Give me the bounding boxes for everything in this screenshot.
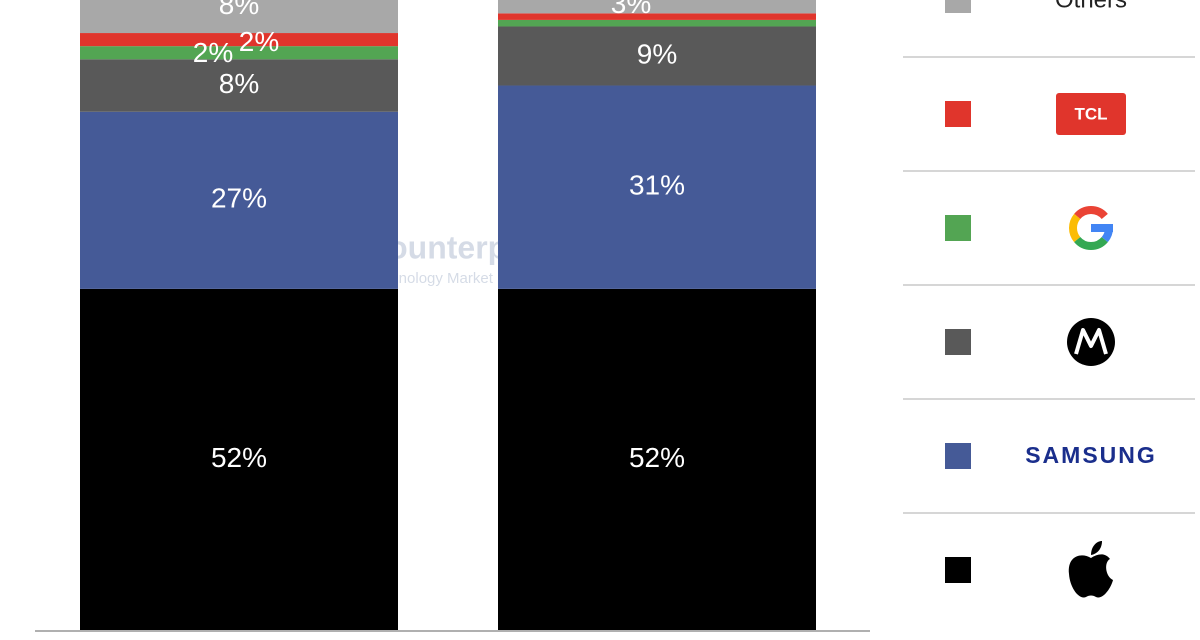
legend-swatch	[945, 215, 971, 241]
bar-segment	[80, 111, 398, 289]
data-label: 2%	[193, 37, 233, 68]
legend-swatch	[945, 101, 971, 127]
google-logo	[1069, 206, 1113, 250]
bar-segment	[498, 0, 816, 14]
data-label: 31%	[629, 170, 685, 201]
google-arc	[1074, 236, 1108, 250]
data-label: 52%	[629, 442, 685, 473]
bar-segment	[80, 0, 398, 34]
apple-leaf	[1091, 541, 1102, 555]
legend: SAMSUNG TCL Others	[903, 0, 1195, 598]
data-label: 52%	[211, 442, 267, 473]
google-arc	[1074, 206, 1108, 220]
data-label: 8%	[219, 68, 259, 99]
bar-segment	[498, 13, 816, 20]
bar-segment	[498, 85, 816, 289]
bar-segment	[80, 46, 398, 60]
tcl-logo-bg	[1056, 93, 1126, 135]
data-label: 9%	[637, 38, 677, 69]
google-arc	[1069, 213, 1081, 243]
legend-label: TCL	[1074, 104, 1107, 123]
motorola-m	[1074, 328, 1108, 355]
data-label: 2%	[239, 26, 279, 57]
legend-swatch	[945, 329, 971, 355]
bar-segment	[80, 33, 398, 47]
data-label: 27%	[211, 183, 267, 214]
bar-segment	[498, 26, 816, 86]
legend-swatch	[945, 557, 971, 583]
apple-logo	[1068, 554, 1113, 598]
bar-segment	[80, 59, 398, 112]
legend-label: Others	[1055, 0, 1127, 13]
bar-segment	[498, 19, 816, 27]
bar-segment	[498, 288, 816, 630]
data-label: 8%	[219, 0, 259, 20]
bar-segment	[80, 288, 398, 630]
legend-swatch	[945, 0, 971, 13]
legend-swatch	[945, 443, 971, 469]
legend-label: SAMSUNG	[1025, 442, 1157, 468]
data-label: 3%	[611, 0, 651, 19]
